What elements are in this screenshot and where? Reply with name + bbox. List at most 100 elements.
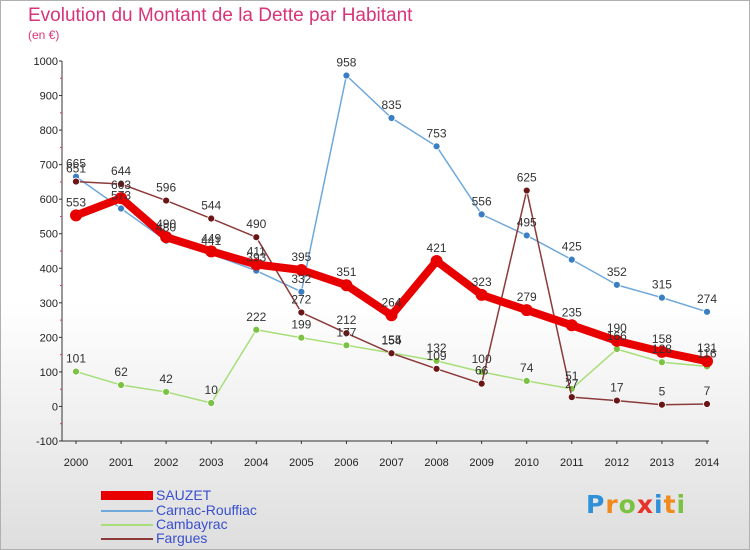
data-label-carnac-rouffiac: 274 — [697, 292, 717, 306]
data-label-carnac-rouffiac: 393 — [246, 251, 266, 265]
data-label-fargues: 490 — [246, 217, 266, 231]
point-cambayrac — [522, 376, 531, 385]
y-tick-label: 600 — [40, 194, 58, 206]
x-tick-label: 2003 — [199, 457, 223, 469]
point-fargues — [342, 329, 351, 338]
y-tick-label: 300 — [40, 298, 58, 310]
data-label-cambayrac: 177 — [336, 325, 356, 339]
data-label-carnac-rouffiac: 958 — [336, 56, 356, 70]
point-carnac-rouffiac — [432, 142, 441, 151]
point-sauzet — [701, 355, 713, 368]
point-sauzet — [340, 279, 353, 292]
legend-swatch-cambayrac — [101, 524, 153, 526]
x-tick-label: 2011 — [560, 457, 584, 469]
y-tick-label: 500 — [40, 229, 58, 241]
data-label-fargues: 66 — [475, 364, 489, 378]
logo-letter: r — [605, 490, 619, 519]
data-label-carnac-rouffiac: 480 — [156, 221, 176, 235]
point-sauzet — [160, 231, 173, 244]
point-carnac-rouffiac — [612, 280, 621, 289]
point-cambayrac — [658, 358, 666, 367]
data-label-cambayrac: 62 — [114, 365, 128, 379]
data-label-fargues: 644 — [111, 164, 131, 178]
data-label-fargues: 27 — [565, 377, 579, 391]
data-label-fargues: 109 — [427, 349, 447, 363]
x-tick-label: 2005 — [289, 457, 313, 469]
y-tick-label: 200 — [40, 332, 58, 344]
point-fargues — [207, 214, 216, 223]
point-sauzet — [475, 288, 488, 301]
data-label-sauzet: 235 — [562, 305, 582, 319]
x-tick-label: 2001 — [109, 457, 133, 469]
point-sauzet — [520, 304, 533, 317]
point-sauzet — [295, 264, 308, 276]
data-label-cambayrac: 155 — [381, 333, 401, 347]
data-label-sauzet: 190 — [607, 321, 627, 335]
point-sauzet — [430, 255, 443, 268]
chart-unit: (en €) — [28, 28, 60, 42]
point-cambayrac — [297, 333, 306, 342]
x-tick-label: 2014 — [695, 457, 719, 469]
x-tick-label: 2008 — [424, 457, 448, 469]
point-cambayrac — [207, 399, 216, 407]
x-tick-label: 2002 — [154, 457, 178, 469]
data-label-carnac-rouffiac: 352 — [607, 265, 627, 279]
data-label-carnac-rouffiac: 556 — [472, 194, 492, 208]
point-sauzet — [655, 345, 668, 358]
y-tick-label: 400 — [40, 263, 58, 275]
data-label-carnac-rouffiac: 573 — [111, 189, 131, 203]
x-tick-label: 2004 — [244, 457, 268, 469]
point-sauzet — [115, 192, 128, 205]
point-cambayrac — [117, 381, 125, 389]
proxiti-logo: Proxiti — [586, 490, 686, 519]
point-carnac-rouffiac — [387, 114, 396, 122]
data-label-fargues: 17 — [610, 381, 624, 395]
data-label-carnac-rouffiac: 425 — [562, 240, 582, 254]
point-carnac-rouffiac — [658, 293, 666, 302]
point-carnac-rouffiac — [522, 231, 531, 240]
y-tick-label: 700 — [40, 160, 58, 172]
data-label-cambayrac: 199 — [291, 318, 311, 332]
point-fargues — [162, 196, 171, 205]
point-fargues — [387, 349, 396, 358]
data-label-cambayrac: 132 — [427, 341, 447, 355]
x-tick-label: 2007 — [379, 457, 403, 469]
point-carnac-rouffiac — [703, 307, 711, 316]
data-label-sauzet: 395 — [291, 250, 311, 264]
x-tick-label: 2010 — [514, 457, 538, 469]
point-fargues — [297, 308, 306, 317]
data-label-cambayrac: 74 — [520, 361, 534, 375]
legend-label-fargues: Fargues — [156, 530, 208, 546]
data-label-sauzet: 411 — [247, 244, 266, 258]
y-tick-label: -100 — [36, 436, 58, 448]
data-label-sauzet: 603 — [111, 178, 131, 192]
point-carnac-rouffiac — [342, 71, 351, 80]
data-label-cambayrac: 222 — [246, 310, 266, 324]
logo-letter: P — [586, 490, 606, 519]
point-fargues — [522, 186, 531, 195]
series-lines — [70, 71, 713, 409]
point-fargues — [252, 233, 261, 242]
data-label-sauzet: 490 — [156, 217, 176, 231]
axes: -100 0 100 200 300 400 500 600 700 800 900 1000 2000… — [34, 56, 720, 469]
data-label-fargues: 5 — [659, 385, 666, 399]
y-tick-label: 1000 — [34, 56, 58, 68]
data-label-fargues: 651 — [66, 162, 86, 176]
legend-label-cambayrac: Cambayrac — [156, 516, 228, 532]
data-label-carnac-rouffiac: 332 — [291, 272, 311, 286]
data-label-fargues: 212 — [336, 313, 356, 327]
logo-letter: i — [654, 490, 664, 519]
x-tick-label: 2013 — [650, 457, 674, 469]
chart-title: Evolution du Montant de la Dette par Hab… — [28, 5, 413, 26]
data-label-cambayrac: 51 — [565, 369, 579, 383]
data-label-fargues: 544 — [201, 199, 221, 213]
point-sauzet — [565, 319, 578, 332]
point-fargues — [658, 400, 666, 409]
data-label-cambayrac: 100 — [472, 352, 492, 366]
x-tick-label: 2000 — [64, 457, 88, 469]
data-label-carnac-rouffiac: 315 — [652, 278, 672, 292]
data-label-fargues: 7 — [704, 384, 711, 398]
